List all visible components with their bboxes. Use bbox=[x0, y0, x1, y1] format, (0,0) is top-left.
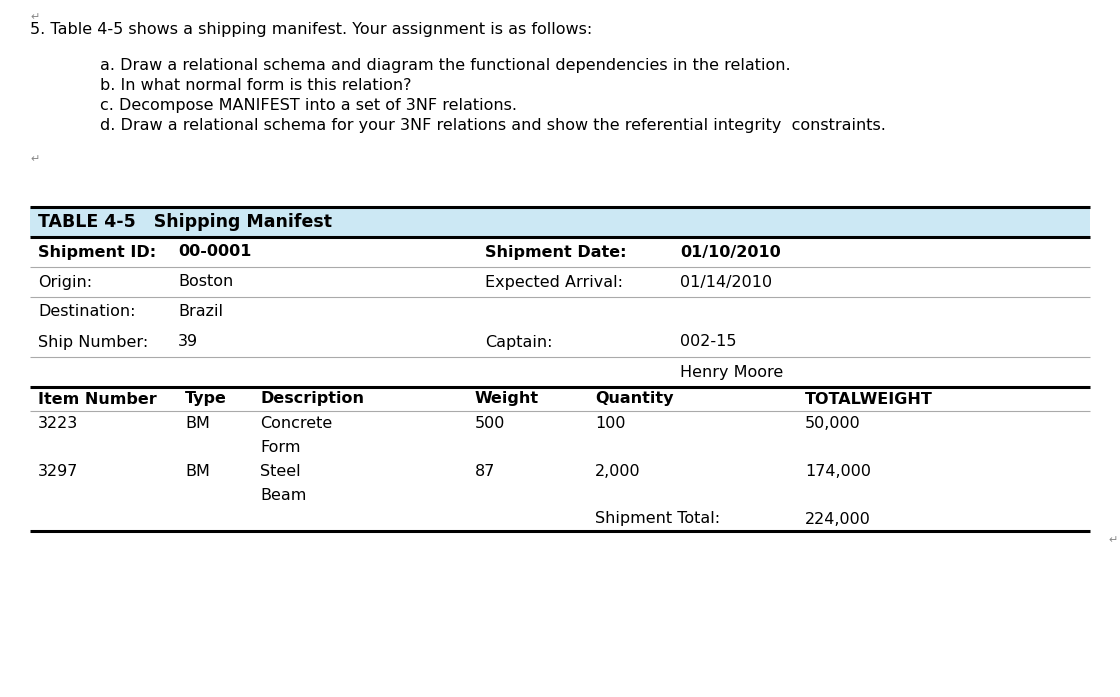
Text: 00-0001: 00-0001 bbox=[178, 245, 251, 259]
Text: Shipment Date:: Shipment Date: bbox=[485, 245, 626, 259]
Text: Beam: Beam bbox=[260, 487, 307, 503]
Text: Expected Arrival:: Expected Arrival: bbox=[485, 275, 623, 289]
Text: 500: 500 bbox=[475, 415, 505, 431]
Text: 224,000: 224,000 bbox=[805, 512, 871, 526]
Text: BM: BM bbox=[185, 415, 209, 431]
Text: Ship Number:: Ship Number: bbox=[38, 335, 148, 349]
Text: BM: BM bbox=[185, 464, 209, 479]
Text: 5. Table 4-5 shows a shipping manifest. Your assignment is as follows:: 5. Table 4-5 shows a shipping manifest. … bbox=[30, 22, 592, 37]
Text: TOTALWEIGHT: TOTALWEIGHT bbox=[805, 392, 933, 406]
Text: 3223: 3223 bbox=[38, 415, 78, 431]
Text: Destination:: Destination: bbox=[38, 305, 136, 319]
Text: Item Number: Item Number bbox=[38, 392, 157, 406]
Text: Weight: Weight bbox=[475, 392, 539, 406]
Text: Boston: Boston bbox=[178, 275, 233, 289]
Text: 100: 100 bbox=[595, 415, 625, 431]
Text: 3297: 3297 bbox=[38, 464, 78, 479]
Text: Brazil: Brazil bbox=[178, 305, 223, 319]
Text: 002-15: 002-15 bbox=[680, 335, 737, 349]
Text: 01/10/2010: 01/10/2010 bbox=[680, 245, 781, 259]
Text: 87: 87 bbox=[475, 464, 495, 479]
Text: Shipment Total:: Shipment Total: bbox=[595, 512, 720, 526]
Text: 39: 39 bbox=[178, 335, 198, 349]
Text: ↵: ↵ bbox=[1108, 535, 1118, 545]
Text: Origin:: Origin: bbox=[38, 275, 92, 289]
Text: 50,000: 50,000 bbox=[805, 415, 861, 431]
Text: Quantity: Quantity bbox=[595, 392, 673, 406]
Text: Steel: Steel bbox=[260, 464, 300, 479]
Text: 01/14/2010: 01/14/2010 bbox=[680, 275, 772, 289]
Text: Shipment ID:: Shipment ID: bbox=[38, 245, 156, 259]
Text: Captain:: Captain: bbox=[485, 335, 552, 349]
Text: Type: Type bbox=[185, 392, 227, 406]
Text: ↵: ↵ bbox=[30, 12, 39, 22]
Text: Form: Form bbox=[260, 440, 300, 454]
Text: ↵: ↵ bbox=[30, 154, 39, 164]
Text: Description: Description bbox=[260, 392, 364, 406]
FancyBboxPatch shape bbox=[30, 207, 1090, 237]
Text: a. Draw a relational schema and diagram the functional dependencies in the relat: a. Draw a relational schema and diagram … bbox=[100, 58, 791, 73]
Text: Henry Moore: Henry Moore bbox=[680, 365, 783, 379]
Text: Concrete: Concrete bbox=[260, 415, 333, 431]
Text: c. Decompose MANIFEST into a set of 3NF relations.: c. Decompose MANIFEST into a set of 3NF … bbox=[100, 98, 517, 113]
Text: b. In what normal form is this relation?: b. In what normal form is this relation? bbox=[100, 78, 411, 93]
Text: 174,000: 174,000 bbox=[805, 464, 871, 479]
Text: TABLE 4-5   Shipping Manifest: TABLE 4-5 Shipping Manifest bbox=[38, 213, 332, 231]
Text: 2,000: 2,000 bbox=[595, 464, 641, 479]
Text: d. Draw a relational schema for your 3NF relations and show the referential inte: d. Draw a relational schema for your 3NF… bbox=[100, 118, 886, 133]
